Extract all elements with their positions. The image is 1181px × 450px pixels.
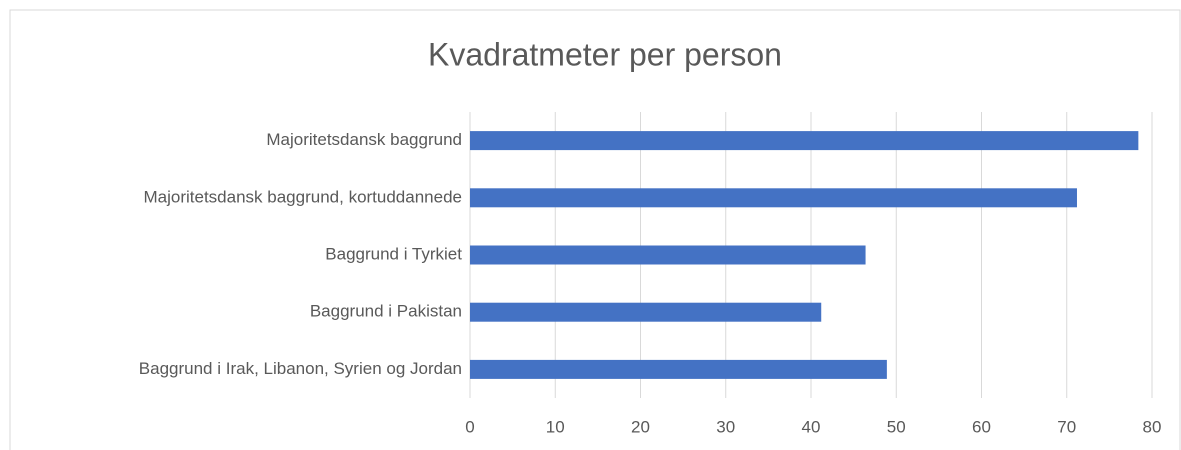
bar	[470, 302, 822, 322]
bar	[470, 188, 1077, 208]
x-tick-label: 60	[972, 417, 991, 436]
bar	[470, 245, 866, 265]
y-tick-label: Baggrund i Pakistan	[310, 302, 462, 321]
x-tick-label: 80	[1143, 417, 1162, 436]
x-tick-label: 50	[887, 417, 906, 436]
x-tick-label: 70	[1057, 417, 1076, 436]
y-tick-label: Majoritetsdansk baggrund, kortuddannede	[144, 187, 463, 206]
x-tick-label: 0	[465, 417, 474, 436]
x-tick-label: 30	[716, 417, 735, 436]
y-tick-label: Majoritetsdansk baggrund	[266, 130, 462, 149]
y-tick-label: Baggrund i Irak, Libanon, Syrien og Jord…	[139, 359, 462, 378]
bar	[470, 359, 887, 379]
y-tick-label: Baggrund i Tyrkiet	[325, 244, 462, 263]
x-tick-label: 40	[802, 417, 821, 436]
chart-title: Kvadratmeter per person	[428, 36, 782, 72]
chart-frame	[9, 9, 1181, 450]
x-tick-label: 10	[546, 417, 565, 436]
bar	[470, 131, 1139, 151]
x-tick-label: 20	[631, 417, 650, 436]
